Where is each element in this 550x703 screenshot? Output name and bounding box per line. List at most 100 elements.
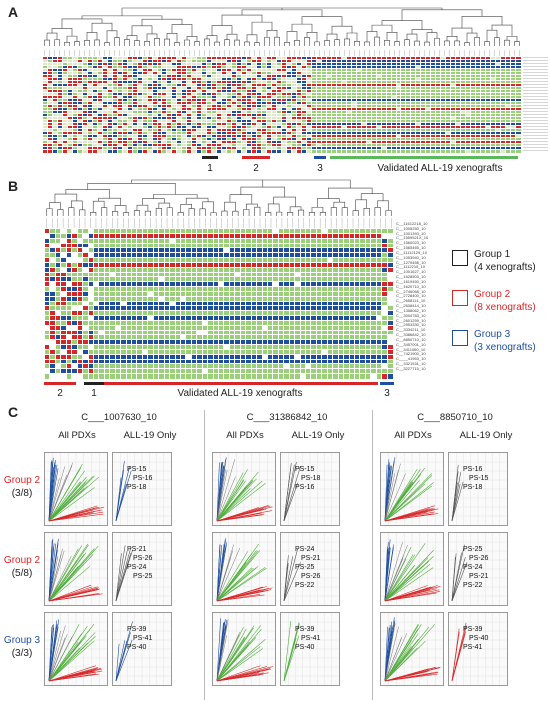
heatmap-a-cell <box>435 71 443 76</box>
heatmap-b-cell <box>43 319 52 327</box>
heatmap-b-cell <box>147 300 155 308</box>
heatmap-a-cell <box>126 113 134 118</box>
heatmap-a-cell <box>455 134 463 139</box>
heatmap-a-cell <box>510 80 518 85</box>
heatmap-b-cell <box>179 237 188 245</box>
heatmap-b-cell <box>92 257 101 264</box>
heatmap-a-cell <box>61 65 69 70</box>
heatmap-a-cell <box>480 107 488 112</box>
heatmap-b-cell <box>364 344 373 351</box>
heatmap-a-cell <box>280 62 288 67</box>
heatmap-b-cell <box>342 290 351 298</box>
heatmap-a-cell <box>280 71 288 76</box>
heatmap-a-cell <box>295 125 303 130</box>
heatmap-b-cell <box>174 334 183 342</box>
heatmap-b-cell <box>370 334 378 342</box>
heatmap-b-cell <box>321 237 329 245</box>
heatmap-a-cell <box>271 98 279 103</box>
heatmap-b-cell <box>60 257 68 264</box>
heatmap-b-cell <box>228 281 237 289</box>
heatmap-b-cell <box>299 276 308 284</box>
heatmap-a-cell <box>131 98 139 103</box>
heatmap-a-cell <box>420 110 428 115</box>
heatmap-a-cell <box>76 104 84 109</box>
heatmap-b-cell <box>304 344 313 351</box>
heatmap-a-cell <box>290 77 298 82</box>
heatmap-b-cell <box>196 237 204 245</box>
heatmap-a-cell <box>475 110 483 115</box>
heatmap-a-cell <box>480 71 488 76</box>
heatmap-a-cell <box>475 59 483 64</box>
heatmap-a-cell <box>276 74 283 79</box>
heatmap-a-cell <box>191 125 199 130</box>
heatmap-a-cell <box>106 74 114 79</box>
heatmap-a-cell <box>61 128 69 133</box>
heatmap-a-cell <box>256 98 264 103</box>
heatmap-a-cell <box>510 83 518 88</box>
heatmap-b-cell <box>141 281 150 289</box>
heatmap-a-cell <box>101 149 109 154</box>
heatmap-a-cell <box>390 77 398 82</box>
heatmap-a-cell <box>171 80 179 85</box>
heatmap-a-cell <box>151 140 159 145</box>
heatmap-b-cell <box>239 339 248 347</box>
heatmap-a-cell <box>81 92 89 97</box>
heatmap-b-cell <box>217 334 226 342</box>
heatmap-a-cell <box>295 149 303 154</box>
heatmap-b-cell <box>370 324 378 332</box>
heatmap-a-cell <box>455 59 463 64</box>
heatmap-b-cell <box>109 271 117 279</box>
heatmap-a-cell <box>111 71 119 76</box>
heatmap-b-cell <box>141 232 150 240</box>
heatmap-a-cell <box>96 98 104 103</box>
heatmap-b-cell <box>386 324 395 332</box>
heatmap-a-cell <box>256 65 264 70</box>
heatmap-b-cell <box>43 339 52 347</box>
heatmap-a-cell <box>425 143 433 148</box>
heatmap-a-cell <box>191 80 199 85</box>
heatmap-a-cell <box>56 119 64 124</box>
heatmap-a-cell <box>505 101 513 106</box>
heatmap-a-cell <box>211 89 219 94</box>
heatmap-a-cell <box>161 122 169 127</box>
heatmap-a-cell <box>445 68 453 73</box>
heatmap-b-cell <box>185 261 193 269</box>
heatmap-b-cell <box>359 228 367 235</box>
heatmap-a-cell <box>121 143 129 148</box>
heatmap-a-cell <box>335 128 343 133</box>
heatmap-b-cell <box>147 344 155 351</box>
heatmap-a-cell <box>425 89 433 94</box>
heatmap-a-cell <box>305 140 313 145</box>
heatmap-b-cell <box>196 319 204 327</box>
heatmap-a-cell <box>350 68 358 73</box>
heatmap-b-cell <box>158 281 166 289</box>
heatmap-a-cell <box>166 95 174 100</box>
heatmap-a-cell <box>176 125 184 130</box>
heatmap-a-cell <box>111 101 119 106</box>
heatmap-b-cell <box>136 228 144 235</box>
heatmap-a-cell <box>101 137 109 142</box>
heatmap-a-cell <box>186 83 194 88</box>
heatmap-b-cell <box>223 319 231 327</box>
heatmap-a-cell <box>96 59 104 64</box>
heatmap-a-cell <box>310 125 318 130</box>
heatmap-a-cell <box>251 104 259 109</box>
heatmap-a-cell <box>495 98 503 103</box>
heatmap-b-cell <box>326 266 335 274</box>
heatmap-a-cell <box>226 98 234 103</box>
heatmap-a-cell <box>96 77 104 82</box>
heatmap-a-cell <box>345 125 353 130</box>
heatmap-b-cell <box>98 310 106 318</box>
heatmap-a-cell <box>96 62 104 67</box>
heatmap-a-cell <box>485 65 493 70</box>
heatmap-a-cell <box>340 134 348 139</box>
heatmap-a-cell <box>505 140 513 145</box>
heatmap-a-cell <box>106 89 114 94</box>
heatmap-a-cell <box>266 62 274 67</box>
heatmap-a-cell <box>81 74 89 79</box>
heatmap-a-cell <box>186 77 194 82</box>
heatmap-b-cell <box>315 286 324 293</box>
heatmap-a-cell <box>440 80 448 85</box>
heatmap-b-cell <box>228 286 237 293</box>
heatmap-a-cell <box>495 74 503 79</box>
